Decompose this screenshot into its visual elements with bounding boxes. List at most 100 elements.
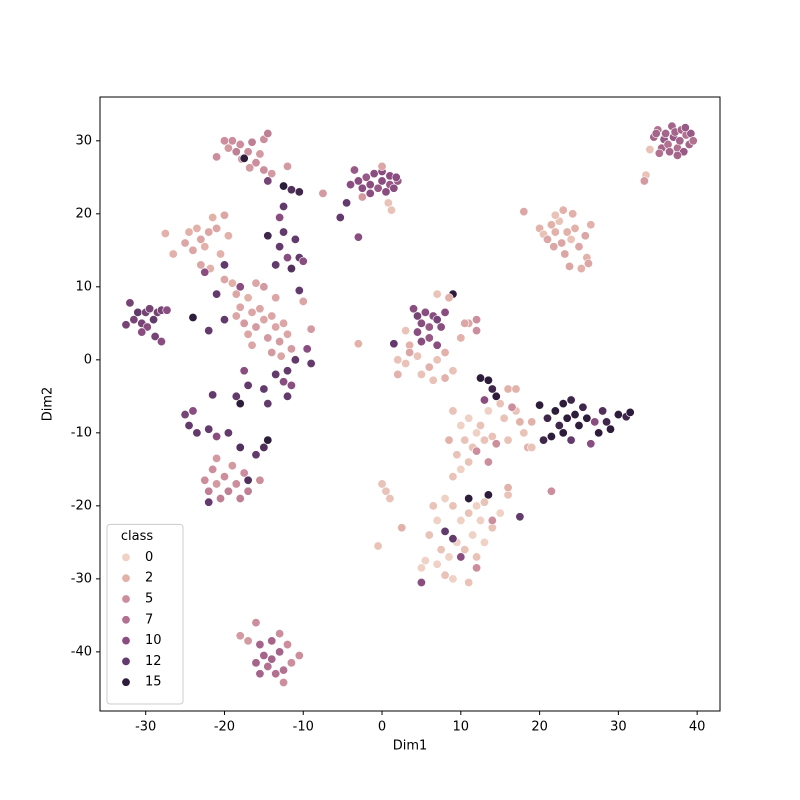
legend-marker xyxy=(121,677,131,687)
point xyxy=(180,238,190,248)
point xyxy=(456,552,466,562)
point xyxy=(483,457,493,467)
point xyxy=(483,490,493,500)
point xyxy=(361,172,371,182)
point xyxy=(428,375,438,385)
point xyxy=(235,631,245,641)
point xyxy=(243,475,253,485)
point xyxy=(271,369,281,379)
point xyxy=(255,669,265,679)
point xyxy=(373,183,383,193)
legend-label: 10 xyxy=(145,633,162,648)
point xyxy=(188,312,198,322)
point xyxy=(121,320,131,330)
point xyxy=(298,296,308,306)
point xyxy=(212,289,222,299)
point xyxy=(515,417,525,427)
point xyxy=(290,234,300,244)
legend-label: 2 xyxy=(145,571,153,586)
point xyxy=(472,326,482,336)
y-tick-label: -30 xyxy=(71,571,92,586)
point xyxy=(357,192,367,202)
y-tick-label: -20 xyxy=(71,498,92,513)
point xyxy=(223,143,233,153)
point xyxy=(160,229,170,239)
point xyxy=(235,139,245,149)
point xyxy=(294,285,304,295)
point xyxy=(401,358,411,368)
point xyxy=(381,187,391,197)
point xyxy=(353,176,363,186)
point xyxy=(223,231,233,241)
point xyxy=(282,366,292,376)
point xyxy=(216,494,226,504)
point xyxy=(444,435,454,445)
point xyxy=(282,253,292,263)
point xyxy=(255,304,265,314)
point xyxy=(286,344,296,354)
point xyxy=(251,158,261,168)
point xyxy=(639,176,649,186)
point xyxy=(263,129,273,139)
point xyxy=(279,202,289,212)
points xyxy=(121,121,698,688)
y-axis-label: Dim2 xyxy=(41,387,56,422)
point xyxy=(259,442,269,452)
point xyxy=(389,339,399,349)
point xyxy=(460,318,470,328)
legend-marker xyxy=(121,594,131,604)
point xyxy=(271,260,281,270)
point xyxy=(583,258,593,268)
point xyxy=(212,479,222,489)
point xyxy=(580,231,590,241)
point xyxy=(353,232,363,242)
point xyxy=(487,431,497,441)
point xyxy=(259,282,269,292)
point xyxy=(276,351,286,361)
point xyxy=(586,439,596,449)
point xyxy=(255,640,265,650)
point xyxy=(560,249,570,259)
point xyxy=(243,486,253,496)
point xyxy=(267,636,277,646)
point xyxy=(162,305,172,315)
point xyxy=(263,231,273,241)
point xyxy=(302,344,312,354)
point xyxy=(192,223,202,233)
point xyxy=(432,315,442,325)
point xyxy=(245,163,255,173)
point xyxy=(243,380,253,390)
point xyxy=(527,442,537,452)
point xyxy=(235,282,245,292)
point xyxy=(306,358,316,368)
point xyxy=(444,293,454,303)
point xyxy=(436,322,446,332)
legend-label: 7 xyxy=(145,612,153,627)
point xyxy=(412,327,422,337)
point xyxy=(365,180,375,190)
point xyxy=(420,556,430,566)
point xyxy=(602,417,612,427)
point xyxy=(550,210,560,220)
point xyxy=(263,399,273,409)
point xyxy=(416,318,426,328)
point xyxy=(464,494,474,504)
point xyxy=(251,450,261,460)
point xyxy=(424,322,434,332)
point xyxy=(424,362,434,372)
point xyxy=(594,428,604,438)
point xyxy=(223,486,233,496)
point xyxy=(542,234,552,244)
point xyxy=(440,526,450,536)
point xyxy=(412,351,422,361)
point xyxy=(251,658,261,668)
point xyxy=(271,322,281,332)
point xyxy=(566,395,576,405)
x-tick-label: 30 xyxy=(610,720,627,735)
x-tick-label: 10 xyxy=(453,720,470,735)
point xyxy=(196,260,206,270)
point xyxy=(456,333,466,343)
point xyxy=(558,205,568,215)
point xyxy=(357,183,367,193)
point xyxy=(424,530,434,540)
